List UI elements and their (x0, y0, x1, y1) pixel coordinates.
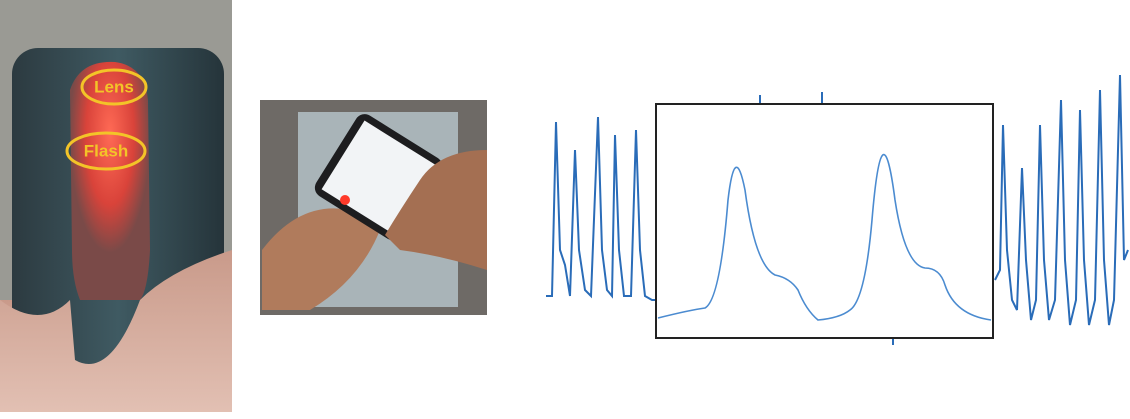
lens-label: Lens (94, 77, 134, 96)
usage-photo (260, 100, 487, 315)
signal-right (995, 75, 1128, 325)
finger-photo: Lens Flash (0, 0, 232, 412)
zoom-box (656, 104, 993, 338)
figure: Lens Flash (0, 0, 1130, 419)
page: Lens Flash (() => { const data = JSON.pa… (0, 0, 1130, 419)
flash-label: Flash (84, 141, 128, 160)
signal-left (546, 117, 655, 300)
flash-light (340, 195, 350, 205)
